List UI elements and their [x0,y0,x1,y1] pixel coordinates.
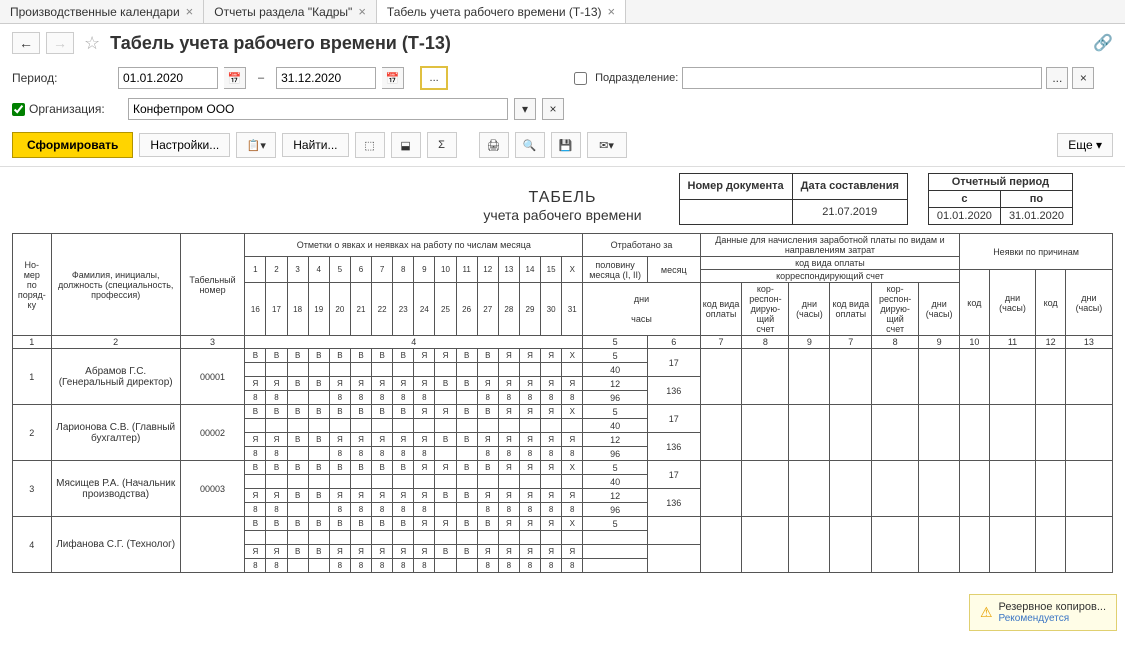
favorite-icon[interactable]: ☆ [84,33,100,54]
report-area: Номер документа Дата составления 21.07.2… [0,167,1125,646]
period-picker-button[interactable]: ... [420,66,448,90]
email-icon[interactable]: ✉▾ [587,132,627,158]
preview-icon[interactable]: 🔍 [515,132,545,158]
org-label: Организация: [29,102,105,116]
toolbar: Сформировать Настройки... 📋▾ Найти... ⬚ … [0,124,1125,167]
collapse-icon[interactable]: ⬓ [391,132,421,158]
doc-meta-table: Номер документа Дата составления 21.07.2… [679,173,908,225]
tab-timesheet[interactable]: Табель учета рабочего времени (Т-13) × [377,0,626,23]
doc-num-value [679,199,792,225]
org-checkbox[interactable] [12,103,25,116]
period-row: Период: 📅 – 📅 ... Подразделение: ... × [0,62,1125,94]
close-icon[interactable]: × [608,4,616,19]
subdivision-label: Подразделение: [595,72,678,84]
warning-icon: ⚠ [980,604,993,621]
notif-title: Резервное копиров... [999,601,1107,613]
save-icon[interactable]: 💾 [551,132,581,158]
subdivision-group: Подразделение: ... × [574,67,1094,89]
period-from-label: с [928,191,1000,208]
org-label-group: Организация: [12,102,122,116]
org-dropdown-button[interactable]: ▾ [514,98,536,120]
tab-label: Отчеты раздела "Кадры" [214,5,352,19]
doc-num-label: Номер документа [679,174,792,200]
doc-date-value: 21.07.2019 [792,199,907,225]
print-icon[interactable]: 🖨 [479,132,509,158]
notif-sub: Рекомендуется [999,613,1107,624]
title-bar: ← → ☆ Табель учета рабочего времени (Т-1… [0,24,1125,62]
dash: – [258,72,264,84]
tab-reports[interactable]: Отчеты раздела "Кадры" × [204,0,377,23]
variants-button[interactable]: 📋▾ [236,132,276,158]
period-to-label: по [1000,191,1072,208]
calendar-icon[interactable]: 📅 [224,67,246,89]
period-label: Период: [12,71,112,85]
page-title: Табель учета рабочего времени (Т-13) [110,33,451,54]
period-to-value: 31.01.2020 [1000,208,1072,225]
forward-button[interactable]: → [46,32,74,54]
close-icon[interactable]: × [186,4,194,19]
period-meta-table: Отчетный период с по 01.01.2020 31.01.20… [928,173,1073,225]
org-row: Организация: ▾ × [0,94,1125,124]
timesheet-table: Но-мерпопоряд-куФамилия, инициалы, должн… [12,233,1113,573]
tab-label: Производственные календари [10,5,180,19]
subdivision-pick-button[interactable]: ... [1046,67,1068,89]
form-button[interactable]: Сформировать [12,132,133,158]
sum-icon[interactable]: Σ [427,132,457,158]
doc-date-label: Дата составления [792,174,907,200]
date-from-input[interactable] [118,67,218,89]
subdivision-clear-button[interactable]: × [1072,67,1094,89]
back-button[interactable]: ← [12,32,40,54]
settings-button[interactable]: Настройки... [139,133,230,157]
date-to-input[interactable] [276,67,376,89]
close-icon[interactable]: × [358,4,366,19]
link-icon[interactable]: 🔗 [1093,33,1113,53]
subdivision-checkbox[interactable] [574,72,587,85]
period-from-value: 01.01.2020 [928,208,1000,225]
tabs-bar: Производственные календари × Отчеты разд… [0,0,1125,24]
tab-calendars[interactable]: Производственные календари × [0,0,204,23]
org-input[interactable] [128,98,508,120]
backup-notification[interactable]: ⚠ Резервное копиров... Рекомендуется [969,594,1117,631]
calendar-icon[interactable]: 📅 [382,67,404,89]
subdivision-input[interactable] [682,67,1042,89]
org-clear-button[interactable]: × [542,98,564,120]
period-label: Отчетный период [928,174,1072,191]
tab-label: Табель учета рабочего времени (Т-13) [387,5,602,19]
expand-icon[interactable]: ⬚ [355,132,385,158]
find-button[interactable]: Найти... [282,133,348,157]
more-button[interactable]: Еще ▾ [1057,133,1113,157]
